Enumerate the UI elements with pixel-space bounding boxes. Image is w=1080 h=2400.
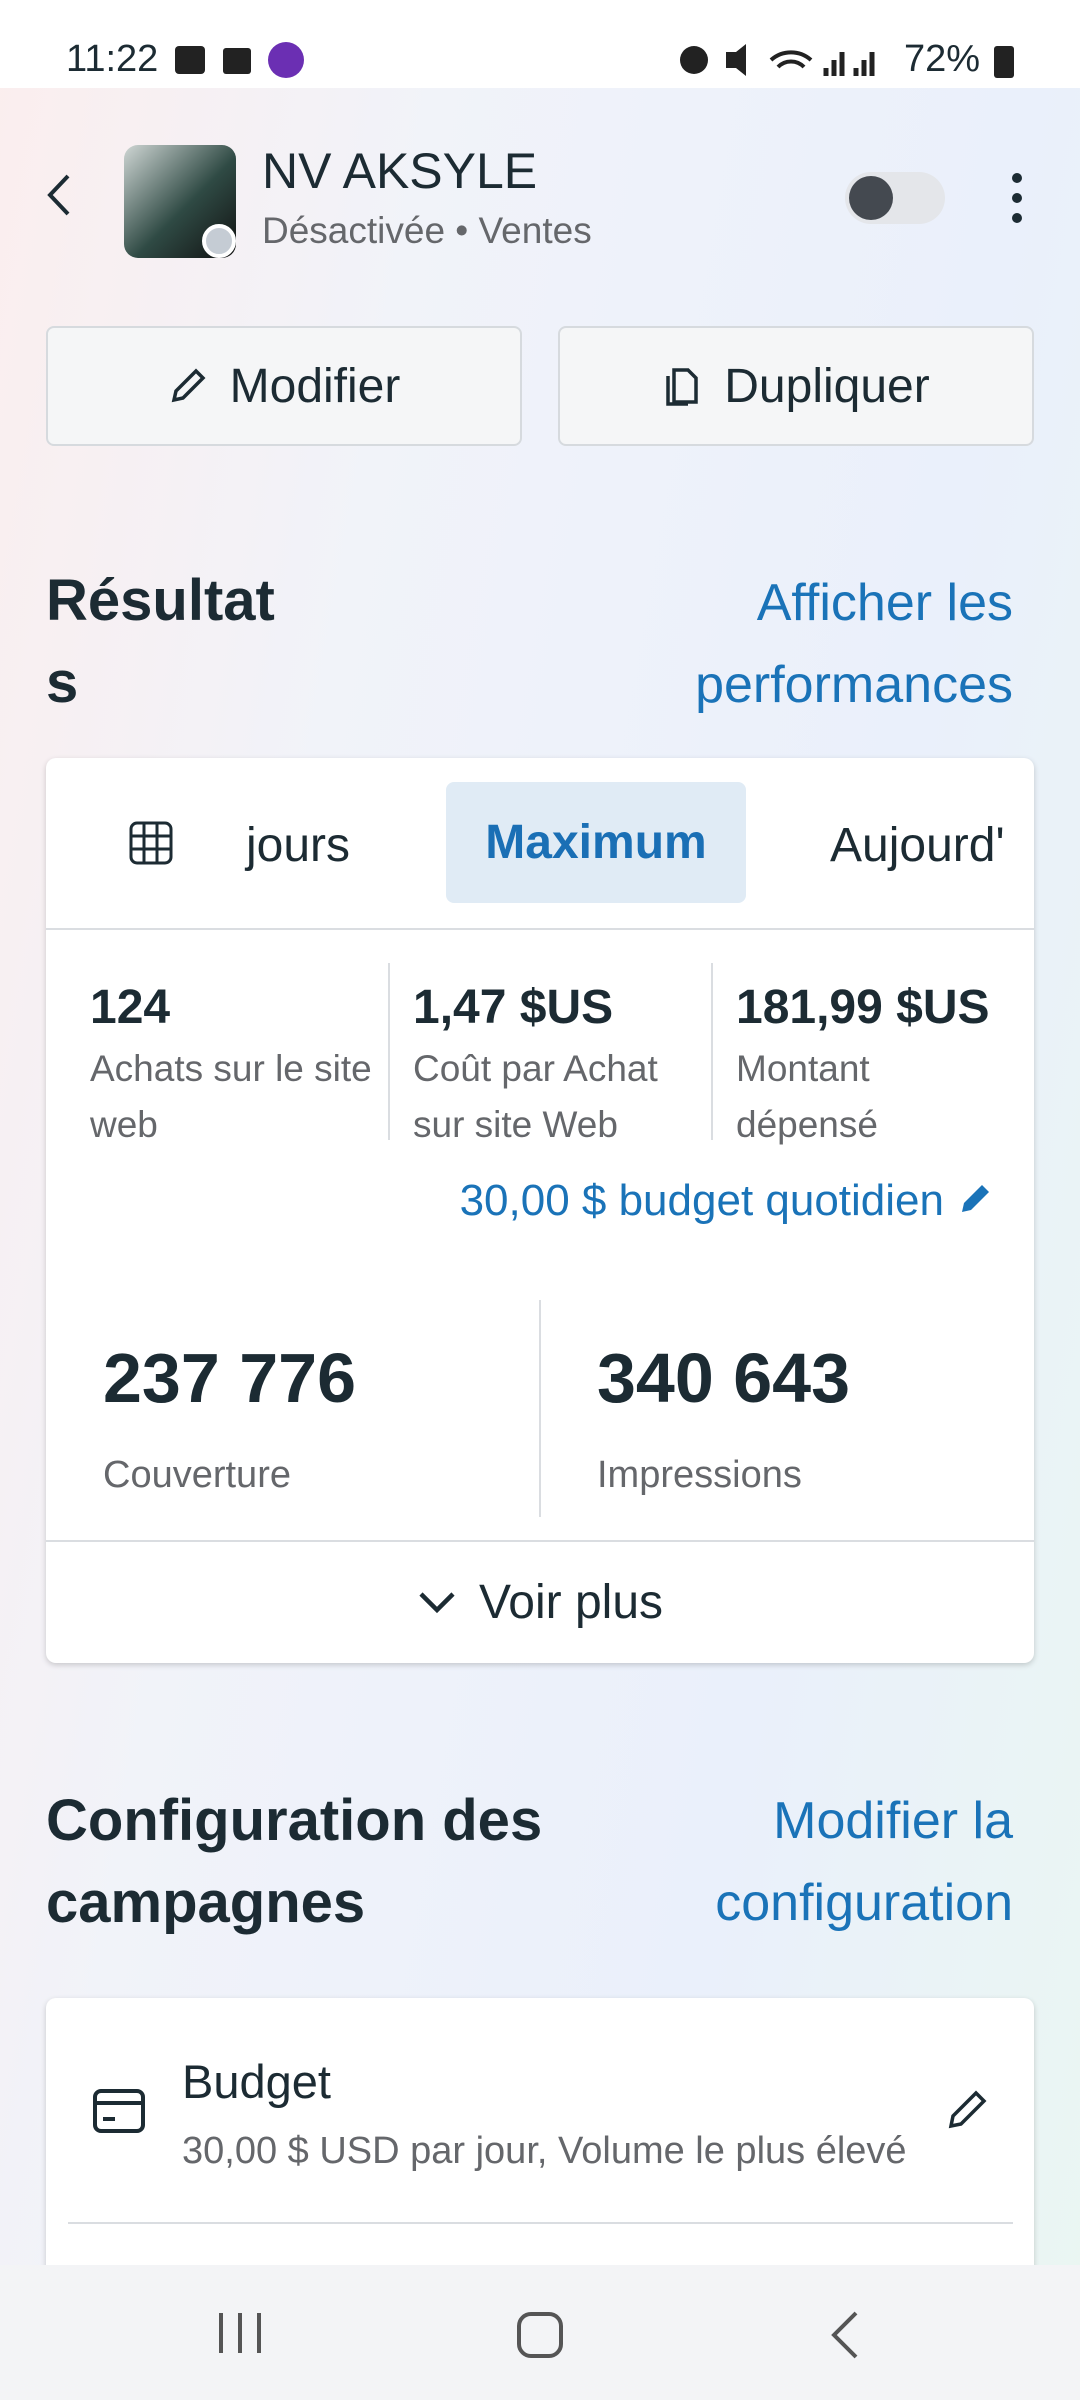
- divider: [711, 963, 713, 1140]
- total: 237 776 Couverture: [103, 1338, 356, 1497]
- metric: 181,99 $US Montant dépensé: [736, 980, 990, 1153]
- see-more-label: Voir plus: [478, 1576, 664, 1629]
- status-bar: 11:22 72%: [0, 0, 1080, 88]
- pencil-icon: [171, 368, 206, 403]
- total-label: Couverture: [103, 1454, 291, 1496]
- duplicate-icon: [666, 368, 699, 406]
- metric: 124 Achats sur le site web: [90, 980, 390, 1153]
- metric-label: Achats sur le site web: [90, 1048, 372, 1145]
- pencil-icon[interactable]: [946, 2086, 990, 2132]
- divider: [46, 1540, 1034, 1542]
- total: 340 643 Impressions: [597, 1338, 850, 1497]
- tab[interactable]: jours: [246, 819, 351, 872]
- divider: [68, 2222, 1013, 2224]
- edit-label: Modifier: [229, 359, 401, 413]
- status-dot: [202, 224, 236, 258]
- divider: [388, 963, 390, 1140]
- ad-subtitle: Désactivée • Ventes: [262, 210, 592, 251]
- section-title: Résultats: [46, 568, 275, 715]
- notification-icons: [175, 42, 304, 78]
- divider: [539, 1300, 541, 1517]
- metric-value: 124: [90, 981, 171, 1034]
- metric-value: 181,99 $US: [736, 981, 990, 1034]
- divider: [46, 928, 1034, 930]
- duplicate-label: Dupliquer: [724, 359, 930, 413]
- metric-label: Montant dépensé: [736, 1048, 878, 1145]
- battery-icon: [994, 46, 1014, 78]
- metric-label: Coût par Achat sur site Web: [413, 1048, 658, 1145]
- total-label: Impressions: [597, 1454, 802, 1496]
- duplicate-button[interactable]: Dupliquer: [558, 326, 1034, 446]
- tab-selected[interactable]: Maximum: [446, 782, 746, 903]
- results-card: jours Maximum Aujourd'hui 124 Achats sur …: [46, 758, 1034, 1663]
- recents-button[interactable]: [215, 2311, 265, 2355]
- metric-value: 1,47 $US: [413, 981, 614, 1034]
- more-menu[interactable]: [1004, 170, 1030, 226]
- ad-name: NV AKSYLE: [262, 143, 538, 199]
- performance-link[interactable]: Afficher les performances: [695, 574, 1013, 714]
- back-nav-button[interactable]: [826, 2309, 862, 2361]
- total-value: 237 776: [103, 1339, 357, 1417]
- section-title: Configuration des campagnes: [46, 1788, 543, 1935]
- pencil-icon[interactable]: [958, 1176, 992, 1216]
- calendar-icon[interactable]: [128, 820, 174, 866]
- edit-button[interactable]: Modifier: [46, 326, 522, 446]
- system-icons: [680, 44, 875, 76]
- see-more[interactable]: Voir plus: [46, 1542, 1034, 1663]
- tab[interactable]: Aujourd'hui: [830, 819, 1003, 872]
- nav-bar: [0, 2265, 1080, 2400]
- tab-label: Maximum: [485, 816, 707, 869]
- back-button[interactable]: [40, 170, 80, 220]
- card-icon: [93, 2089, 145, 2133]
- chevron-icon: [419, 1591, 455, 1613]
- home-button[interactable]: [516, 2311, 564, 2359]
- total-value: 340 643: [597, 1339, 851, 1417]
- item-title: Budget: [182, 2055, 331, 2108]
- toggle-knob: [849, 176, 893, 220]
- item-detail: 30,00 $ USD par jour, Volume le plus éle…: [182, 2130, 907, 2172]
- metric: 1,47 $US Coût par Achat sur site Web: [413, 980, 713, 1153]
- battery-level: 72%: [904, 38, 981, 80]
- toggle[interactable]: [845, 172, 945, 224]
- budget-link[interactable]: 30,00 $ budget quotidien: [459, 1176, 944, 1225]
- clock: 11:22: [66, 38, 159, 80]
- configuration-link[interactable]: Modifier la configuration: [715, 1792, 1013, 1932]
